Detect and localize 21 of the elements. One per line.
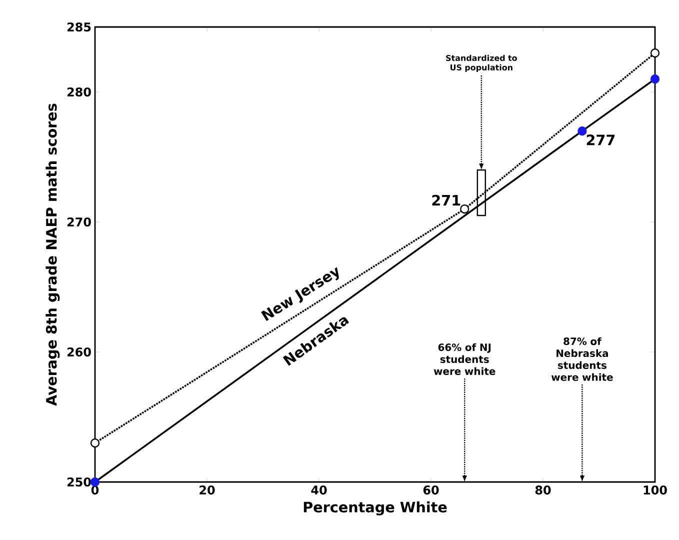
point (460, 204, 470, 214)
y-tick-label: 260 (67, 347, 91, 357)
point (650, 48, 660, 58)
data-label: 271 (432, 194, 460, 206)
y-axis-title: Average 8th grade NAEP math scores (46, 104, 60, 406)
x-tick-label: 40 (311, 486, 327, 495)
y-tick-label: 285 (67, 22, 91, 32)
point (578, 126, 587, 136)
point (90, 438, 100, 448)
x-axis-title: Percentage White (304, 501, 447, 516)
y-tick-label: 280 (67, 87, 91, 97)
x-tick-label: 20 (200, 486, 215, 495)
point (650, 74, 660, 84)
x-tick-label: 60 (423, 486, 439, 495)
y-tick-label: 250 (67, 477, 91, 487)
y-tick-label: 270 (67, 217, 91, 227)
data-label: 277 (586, 134, 615, 146)
x-tick-label: 100 (644, 486, 667, 495)
x-tick-label: 80 (535, 486, 551, 495)
annotation: 66% of NJ students were white (434, 343, 496, 375)
annotation: 87% of Nebraska students were white (551, 337, 613, 381)
